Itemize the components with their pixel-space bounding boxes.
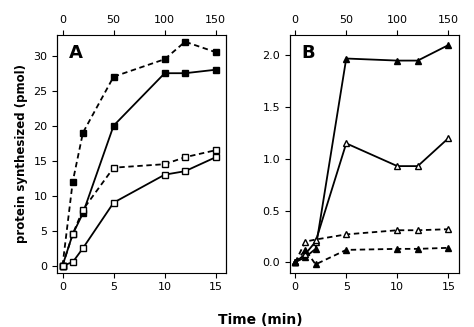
Y-axis label: protein synthesized (pmol): protein synthesized (pmol) [15, 64, 28, 243]
Text: Time (min): Time (min) [219, 313, 303, 327]
Text: B: B [302, 44, 316, 62]
Text: A: A [69, 44, 83, 62]
